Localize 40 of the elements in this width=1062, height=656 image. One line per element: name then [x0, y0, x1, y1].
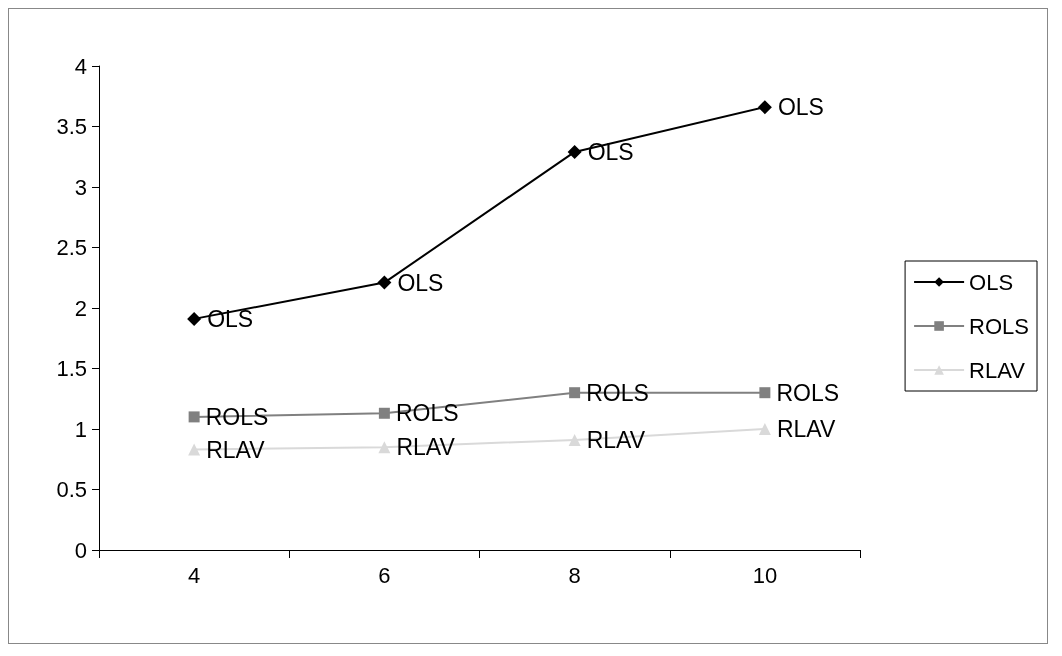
- y-tick-label: 3: [74, 174, 87, 200]
- point: [188, 411, 200, 423]
- y-tick-label: 1.5: [56, 356, 87, 381]
- data-label: OLS: [397, 269, 444, 296]
- point: [187, 311, 202, 326]
- point: [377, 275, 392, 290]
- data-label: ROLS: [586, 379, 649, 406]
- point: [758, 423, 771, 435]
- y-tick-label: 0: [74, 537, 87, 563]
- y-tick-label: 4: [74, 53, 87, 79]
- y-tick-label: 2: [74, 295, 87, 321]
- point: [568, 433, 581, 446]
- x-tick-label: 4: [188, 562, 201, 588]
- x-tick-label: 6: [378, 562, 391, 588]
- data-label: RLAV: [206, 436, 266, 463]
- point: [759, 387, 771, 399]
- data-label: ROLS: [395, 400, 459, 427]
- x-tick-label: 8: [568, 562, 581, 588]
- point: [378, 407, 390, 419]
- legend-label: OLS: [969, 269, 1014, 295]
- point: [757, 100, 772, 115]
- point: [567, 144, 582, 159]
- data-label: RLAV: [586, 426, 646, 453]
- point: [569, 387, 581, 399]
- point: [188, 443, 201, 456]
- data-label: OLS: [777, 94, 824, 121]
- data-label: ROLS: [776, 379, 840, 406]
- y-tick-label: 2.5: [56, 235, 87, 260]
- data-label: OLS: [587, 138, 634, 165]
- data-label: RLAV: [396, 434, 456, 461]
- legend-label: RLAV: [969, 357, 1026, 383]
- y-tick-label: 1: [74, 416, 87, 442]
- legend-label: ROLS: [969, 313, 1030, 339]
- y-tick-label: 3.5: [56, 114, 87, 139]
- data-label: RLAV: [776, 416, 836, 442]
- point: [378, 441, 391, 454]
- data-label: ROLS: [205, 403, 269, 430]
- data-label: OLS: [207, 305, 254, 332]
- y-tick-label: 0.5: [56, 477, 87, 502]
- x-tick-label: 10: [752, 562, 778, 588]
